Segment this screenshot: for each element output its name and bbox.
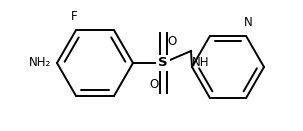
Text: NH₂: NH₂: [29, 56, 51, 70]
Text: O: O: [167, 35, 177, 48]
Text: F: F: [71, 10, 77, 23]
Text: NH: NH: [192, 56, 209, 69]
Text: N: N: [244, 16, 252, 29]
Text: S: S: [158, 56, 168, 70]
Text: O: O: [149, 78, 159, 91]
